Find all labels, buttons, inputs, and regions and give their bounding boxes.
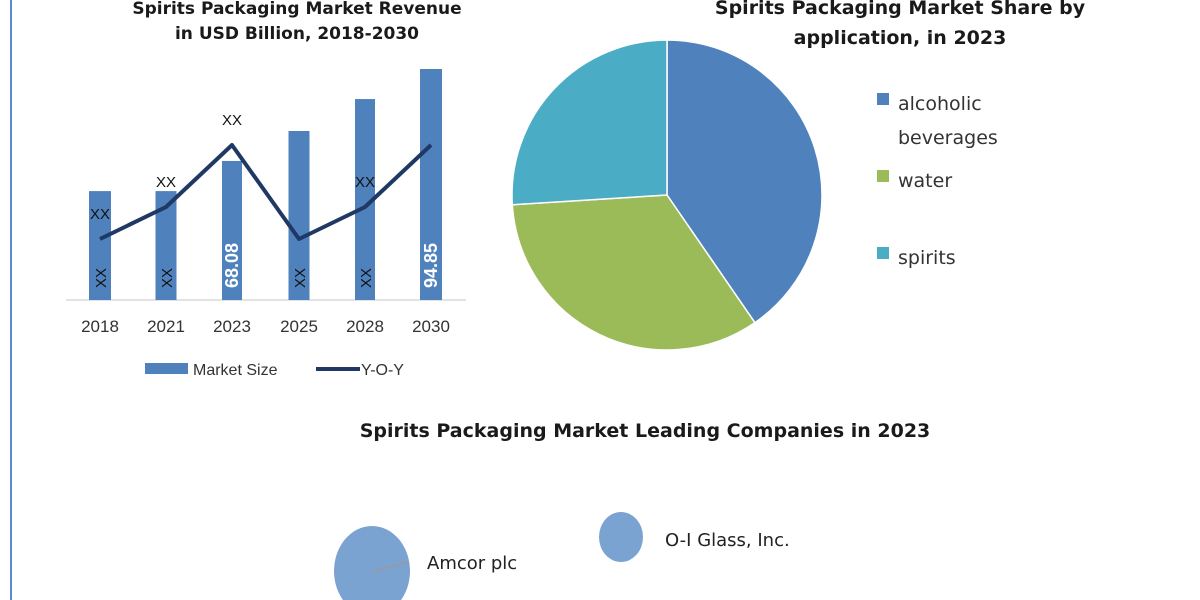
legend-market-size: Market Size — [193, 362, 278, 379]
pie-legend-label: spirits — [898, 247, 956, 269]
x-tick-label: 2023 — [213, 317, 251, 336]
bar-2030 — [420, 69, 442, 300]
yoy-data-label: XX — [222, 112, 242, 129]
bar-data-label: XX — [292, 268, 309, 288]
pie-chart-title: Spirits Packaging Market Share by — [715, 0, 1086, 19]
pie-legend-swatch — [877, 93, 889, 105]
pie-legend-swatch — [877, 170, 889, 182]
yoy-data-label: XX — [156, 174, 176, 191]
x-tick-label: 2028 — [346, 317, 384, 336]
legend-yoy: Y-O-Y — [361, 362, 404, 379]
bubble-label-oi-glass: O-I Glass, Inc. — [665, 530, 790, 551]
legend-market-size-swatch — [145, 363, 188, 374]
bar-data-label: XX — [358, 268, 375, 288]
yoy-line — [99, 143, 433, 241]
x-tick-label: 2030 — [412, 317, 450, 336]
bubble-label-amcor: Amcor plc — [427, 553, 517, 574]
bar-chart-title: in USD Billion, 2018-2030 — [175, 24, 419, 44]
pie-slice-water — [511, 194, 756, 351]
bar-2018 — [89, 191, 111, 300]
bar-data-label: XX — [93, 268, 110, 288]
x-tick-label: 2021 — [147, 317, 185, 336]
x-tick-label: 2018 — [81, 317, 119, 336]
pie-slice-alcoholic-beverages — [666, 39, 823, 324]
pie-legend-swatch — [877, 247, 889, 259]
bar-2025 — [288, 131, 310, 300]
left-border — [10, 0, 12, 600]
yoy-data-label: XX — [355, 174, 375, 191]
pie-slice-spirits — [511, 39, 668, 206]
bubble-amcor — [334, 526, 410, 600]
bubble-oi-glass — [599, 512, 643, 562]
bar-chart-title: Spirits Packaging Market Revenue — [132, 0, 461, 19]
bar-2021 — [155, 191, 177, 300]
bar-data-label: 68.08 — [222, 243, 242, 288]
yoy-data-label: XX — [90, 206, 110, 223]
bar-data-label: 94.85 — [421, 243, 441, 288]
bubble-chart-title: Spirits Packaging Market Leading Compani… — [360, 420, 931, 442]
pie-legend-label: alcoholic — [898, 93, 982, 115]
pie-chart-title: application, in 2023 — [794, 27, 1007, 49]
x-tick-label: 2025 — [280, 317, 318, 336]
bar-2028 — [355, 99, 375, 301]
pie-legend-label: water — [898, 170, 952, 192]
leader-line — [371, 561, 409, 573]
pie-legend-label: beverages — [898, 127, 998, 149]
bar-data-label: XX — [159, 268, 176, 288]
bar-2023 — [222, 160, 242, 300]
